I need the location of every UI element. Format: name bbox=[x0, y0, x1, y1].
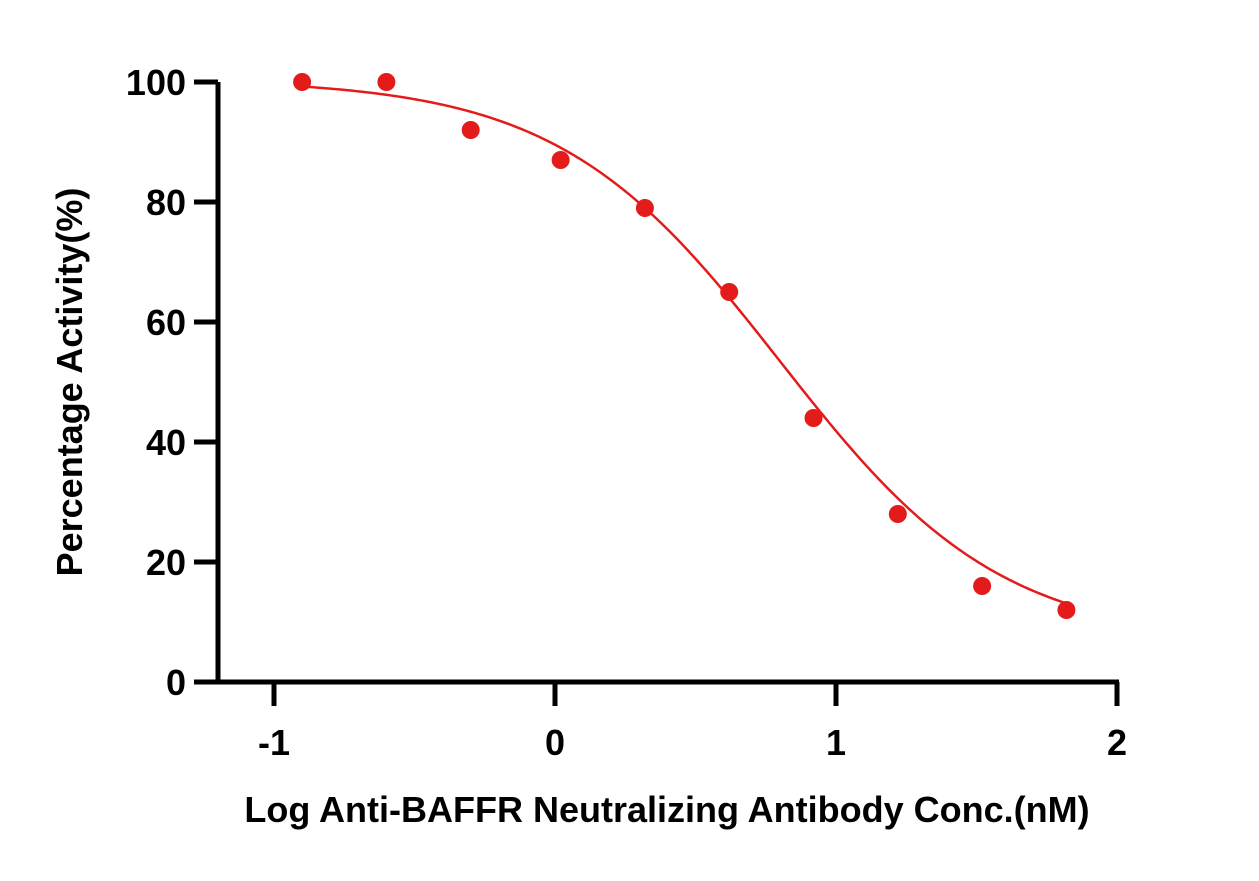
data-point bbox=[804, 409, 823, 427]
y-tick-label: 20 bbox=[146, 542, 186, 583]
data-point bbox=[551, 151, 570, 169]
y-tick-label: 100 bbox=[126, 62, 186, 103]
data-point bbox=[888, 505, 907, 523]
x-tick-label: -1 bbox=[258, 722, 290, 763]
data-point bbox=[377, 73, 396, 91]
x-axis-title: Log Anti-BAFFR Neutralizing Antibody Con… bbox=[244, 789, 1089, 830]
x-tick-label: 1 bbox=[826, 722, 846, 763]
data-point bbox=[461, 121, 480, 139]
y-tick-label: 80 bbox=[146, 182, 186, 223]
fit-curve bbox=[302, 85, 1067, 605]
data-point bbox=[1057, 601, 1076, 619]
data-point bbox=[973, 577, 992, 595]
data-point bbox=[293, 73, 312, 91]
data-point bbox=[635, 199, 654, 217]
data-point bbox=[720, 283, 739, 301]
axes: 0 20 40 60 80 100 -1 0 1 2 bbox=[126, 62, 1127, 763]
y-tick-label: 40 bbox=[146, 422, 186, 463]
y-tick-label: 60 bbox=[146, 302, 186, 343]
x-tick-label: 2 bbox=[1107, 722, 1127, 763]
data-points bbox=[293, 73, 1076, 619]
x-tick-label: 0 bbox=[545, 722, 565, 763]
fit-curve-group bbox=[302, 85, 1067, 605]
y-axis-title: Percentage Activity(%) bbox=[49, 188, 90, 577]
y-tick-label: 0 bbox=[166, 662, 186, 703]
